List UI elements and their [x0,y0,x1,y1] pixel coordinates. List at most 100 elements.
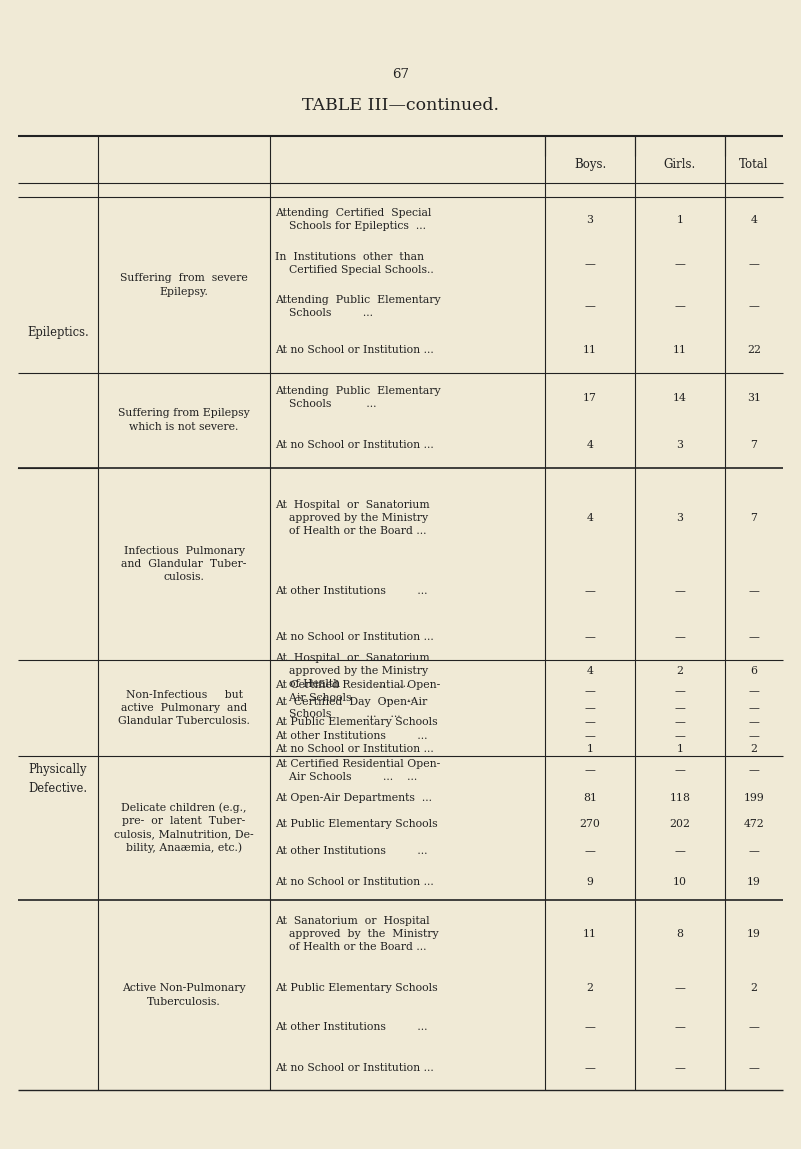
Text: —: — [674,846,686,856]
Text: 19: 19 [747,930,761,939]
Text: 9: 9 [586,877,594,887]
Text: 14: 14 [673,393,687,402]
Text: —: — [749,586,759,596]
Text: 3: 3 [586,215,594,225]
Text: 4: 4 [586,440,594,450]
Text: Boys.: Boys. [574,159,606,171]
Text: —: — [749,717,759,727]
Text: Active Non-Pulmonary
Tuberculosis.: Active Non-Pulmonary Tuberculosis. [123,984,246,1007]
Text: At Public Elementary Schools: At Public Elementary Schools [275,984,437,994]
Text: At  Hospital  or  Sanatorium
    approved by the Ministry
    of Health or the B: At Hospital or Sanatorium approved by th… [275,500,429,535]
Text: —: — [585,686,595,696]
Text: —: — [585,301,595,311]
Text: Non-Infectious     but
active  Pulmonary  and
Glandular Tuberculosis.: Non-Infectious but active Pulmonary and … [118,689,250,726]
Text: 10: 10 [673,877,687,887]
Text: 31: 31 [747,393,761,402]
Text: Epileptics.: Epileptics. [27,326,89,339]
Text: —: — [749,703,759,714]
Text: TABLE III—continued.: TABLE III—continued. [302,97,499,114]
Text: —: — [585,765,595,776]
Text: At  Sanatorium  or  Hospital
    approved  by  the  Ministry
    of Health or th: At Sanatorium or Hospital approved by th… [275,917,439,953]
Text: 118: 118 [670,793,690,803]
Text: At other Institutions         ...: At other Institutions ... [275,731,428,741]
Text: —: — [749,731,759,741]
Text: 2: 2 [751,745,758,754]
Text: 81: 81 [583,793,597,803]
Text: —: — [674,586,686,596]
Text: 67: 67 [392,69,409,82]
Text: 199: 199 [743,793,764,803]
Text: At Certified Residential Open-
    Air Schools         ...    ...: At Certified Residential Open- Air Schoo… [275,680,441,702]
Text: 2: 2 [677,666,683,676]
Text: —: — [749,1063,759,1073]
Text: —: — [674,731,686,741]
Text: 3: 3 [677,440,683,450]
Text: 7: 7 [751,512,758,523]
Text: At other Institutions         ...: At other Institutions ... [275,1023,428,1032]
Text: 19: 19 [747,877,761,887]
Text: At no School or Institution ...: At no School or Institution ... [275,877,434,887]
Text: At no School or Institution ...: At no School or Institution ... [275,345,434,355]
Text: —: — [585,1023,595,1032]
Text: At Certified Residential Open-
    Air Schools         ...    ...: At Certified Residential Open- Air Schoo… [275,759,441,781]
Text: —: — [749,259,759,269]
Text: —: — [585,846,595,856]
Text: 4: 4 [586,666,594,676]
Text: —: — [749,765,759,776]
Text: —: — [749,846,759,856]
Text: —: — [585,731,595,741]
Text: 472: 472 [743,819,764,830]
Text: 17: 17 [583,393,597,402]
Text: Suffering  from  severe
Epilepsy.: Suffering from severe Epilepsy. [120,273,248,296]
Text: 3: 3 [677,512,683,523]
Text: 2: 2 [586,984,594,994]
Text: —: — [585,586,595,596]
Text: 4: 4 [751,215,758,225]
Text: At Public Elementary Schools: At Public Elementary Schools [275,819,437,830]
Text: —: — [674,686,686,696]
Text: Attending  Certified  Special
    Schools for Epileptics  ...: Attending Certified Special Schools for … [275,208,432,231]
Text: At no School or Institution ...: At no School or Institution ... [275,1063,434,1073]
Text: 22: 22 [747,345,761,355]
Text: 11: 11 [583,345,597,355]
Text: —: — [585,1063,595,1073]
Text: —: — [749,686,759,696]
Text: Total: Total [739,159,769,171]
Text: 8: 8 [677,930,683,939]
Text: —: — [674,301,686,311]
Text: 7: 7 [751,440,758,450]
Text: —: — [674,765,686,776]
Text: —: — [674,1063,686,1073]
Text: —: — [674,259,686,269]
Text: At  Certified  Day  Open-Air
    Schools          ...    ...: At Certified Day Open-Air Schools ... ..… [275,696,427,719]
Text: —: — [674,703,686,714]
Text: —: — [585,717,595,727]
Text: Physically
Defective.: Physically Defective. [29,763,87,794]
Text: 1: 1 [586,745,594,754]
Text: 202: 202 [670,819,690,830]
Text: At no School or Institution ...: At no School or Institution ... [275,632,434,642]
Text: Suffering from Epilepsy
which is not severe.: Suffering from Epilepsy which is not sev… [118,409,250,432]
Text: In  Institutions  other  than
    Certified Special Schools..: In Institutions other than Certified Spe… [275,253,434,276]
Text: —: — [674,1023,686,1032]
Text: Attending  Public  Elementary
    Schools          ...: Attending Public Elementary Schools ... [275,386,441,409]
Text: Delicate children (e.g.,
pre-  or  latent  Tuber-
culosis, Malnutrition, De-
bil: Delicate children (e.g., pre- or latent … [115,802,254,854]
Text: 4: 4 [586,512,594,523]
Text: —: — [585,703,595,714]
Text: At other Institutions         ...: At other Institutions ... [275,846,428,856]
Text: —: — [749,1023,759,1032]
Text: —: — [674,632,686,642]
Text: —: — [585,259,595,269]
Text: 6: 6 [751,666,758,676]
Text: —: — [749,301,759,311]
Text: At Public Elementary Schools: At Public Elementary Schools [275,717,437,727]
Text: At other Institutions         ...: At other Institutions ... [275,586,428,596]
Text: 1: 1 [677,745,683,754]
Text: —: — [674,984,686,994]
Text: 1: 1 [677,215,683,225]
Text: Girls.: Girls. [664,159,696,171]
Text: At  Hospital  or  Sanatorium
    approved by the Ministry
    of Health         : At Hospital or Sanatorium approved by th… [275,654,429,689]
Text: At no School or Institution ...: At no School or Institution ... [275,440,434,450]
Text: —: — [749,632,759,642]
Text: Infectious  Pulmonary
and  Glandular  Tuber-
culosis.: Infectious Pulmonary and Glandular Tuber… [121,546,247,583]
